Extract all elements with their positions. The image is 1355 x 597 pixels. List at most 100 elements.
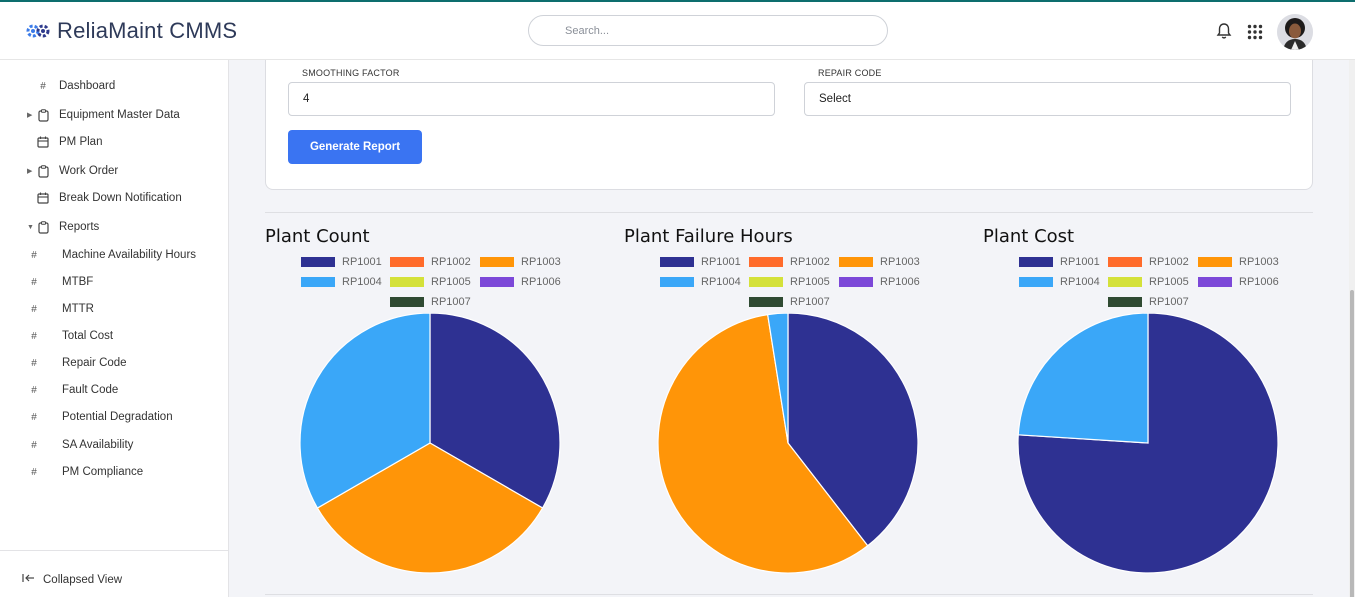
search-box[interactable] [528,15,888,46]
legend-label: RP1004 [342,276,382,288]
legend-label: RP1004 [1060,276,1100,288]
pie-chart [1017,313,1279,574]
caret-right-icon[interactable]: ▶ [27,168,33,175]
caret-down-icon[interactable]: ▼ [27,223,34,231]
legend-label: RP1007 [790,296,830,308]
chart-title: Plant Failure Hours [624,226,793,247]
legend-swatch [1019,277,1053,287]
legend-item-rp1004[interactable]: RP1004 [1019,276,1100,288]
legend-swatch [390,297,424,307]
legend-item-rp1007[interactable]: RP1007 [749,296,830,308]
legend-item-rp1006[interactable]: RP1006 [1198,276,1279,288]
plant-failure-hours-chart: Plant Failure Hours RP1001 RP1002 RP1003 RP… [624,226,954,586]
legend-item-rp1005[interactable]: RP1005 [1108,276,1189,288]
legend-item-rp1002[interactable]: RP1002 [390,256,471,268]
pie-slice-rp1003[interactable] [657,313,869,574]
legend-item-rp1003[interactable]: RP1003 [1198,256,1279,268]
sidebar-item-label: Total Cost [62,330,114,342]
legend-item-rp1004[interactable]: RP1004 [660,276,741,288]
repair-code-label: REPAIR CODE [818,68,882,78]
pie-slice-rp1004[interactable] [766,313,789,444]
repair-code-value: Select [819,93,851,105]
repair-code-select[interactable]: Select [804,82,1291,116]
clipboard-icon [36,108,50,122]
sidebar-item-label: Work Order [59,165,119,177]
legend-item-rp1006[interactable]: RP1006 [480,276,561,288]
legend-item-rp1005[interactable]: RP1005 [749,276,830,288]
legend-swatch [749,297,783,307]
legend-swatch [839,257,873,267]
legend-swatch [1019,257,1053,267]
pie-slice-rp1001[interactable] [1017,313,1279,574]
scrollbar-thumb[interactable] [1350,290,1354,597]
pie-slice-rp1004[interactable] [1017,313,1149,444]
legend-swatch [660,257,694,267]
hash-icon: # [31,276,37,288]
collapse-arrow-icon [22,573,35,586]
legend-item-rp1003[interactable]: RP1003 [480,256,561,268]
app-logo[interactable]: ReliaMaint CMMS [26,18,237,44]
legend-item-rp1002[interactable]: RP1002 [1108,256,1189,268]
legend-swatch [390,257,424,267]
top-bar: ReliaMaint CMMS [0,0,1355,60]
legend-label: RP1003 [521,256,561,268]
hash-icon: # [40,80,46,92]
apps-grid-icon[interactable] [1247,24,1263,45]
section-divider-bottom [265,594,1313,595]
collapse-view-button[interactable]: Collapsed View [22,573,122,586]
gears-logo-icon [26,24,50,38]
pie-slice-rp1001[interactable] [787,313,919,547]
hash-icon: # [31,357,37,369]
legend-swatch [660,277,694,287]
legend-item-rp1001[interactable]: RP1001 [1019,256,1100,268]
sidebar-item-label: Break Down Notification [59,192,182,204]
legend-item-rp1003[interactable]: RP1003 [839,256,920,268]
clipboard-icon [36,164,50,178]
legend-item-rp1001[interactable]: RP1001 [660,256,741,268]
legend-label: RP1003 [880,256,920,268]
legend-item-rp1001[interactable]: RP1001 [301,256,382,268]
hash-icon: # [31,249,37,261]
legend-label: RP1001 [342,256,382,268]
hash-icon: # [31,330,37,342]
pie-slice-rp1004[interactable] [299,313,431,509]
legend-item-rp1007[interactable]: RP1007 [1108,296,1189,308]
legend-item-rp1002[interactable]: RP1002 [749,256,830,268]
legend-label: RP1006 [880,276,920,288]
generate-report-button[interactable]: Generate Report [288,130,422,164]
sidebar-item-label: Equipment Master Data [59,109,180,121]
sidebar-item-label: Fault Code [62,384,119,396]
legend-swatch [1198,277,1232,287]
sidebar-item-label: Repair Code [62,357,127,369]
legend-label: RP1007 [431,296,471,308]
legend-swatch [1198,257,1232,267]
sidebar-item-label: SA Availability [62,439,134,451]
collapse-view-label: Collapsed View [43,573,123,586]
legend-swatch [1108,277,1142,287]
bell-icon[interactable] [1215,22,1233,45]
legend-item-rp1004[interactable]: RP1004 [301,276,382,288]
search-input[interactable] [529,16,887,45]
pie-chart [299,313,561,574]
legend-label: RP1002 [431,256,471,268]
section-divider [265,212,1313,213]
legend-label: RP1002 [1149,256,1189,268]
page-scrollbar[interactable] [1349,60,1355,597]
sidebar-item-label: MTTR [62,303,94,315]
legend-swatch [301,257,335,267]
legend-swatch [839,277,873,287]
legend-item-rp1006[interactable]: RP1006 [839,276,920,288]
pie-slice-rp1003[interactable] [316,442,544,574]
legend-label: RP1002 [790,256,830,268]
pie-slice-rp1001[interactable] [429,313,561,509]
user-avatar[interactable] [1277,14,1313,50]
legend-swatch [301,277,335,287]
app-title: ReliaMaint CMMS [57,18,238,43]
clipboard-icon [36,220,50,234]
caret-right-icon[interactable]: ▶ [27,112,33,119]
legend-item-rp1005[interactable]: RP1005 [390,276,471,288]
legend-swatch [480,257,514,267]
smoothing-factor-input[interactable]: 4 [288,82,775,116]
sidebar-item-label: Machine Availability Hours [62,249,197,261]
legend-item-rp1007[interactable]: RP1007 [390,296,471,308]
